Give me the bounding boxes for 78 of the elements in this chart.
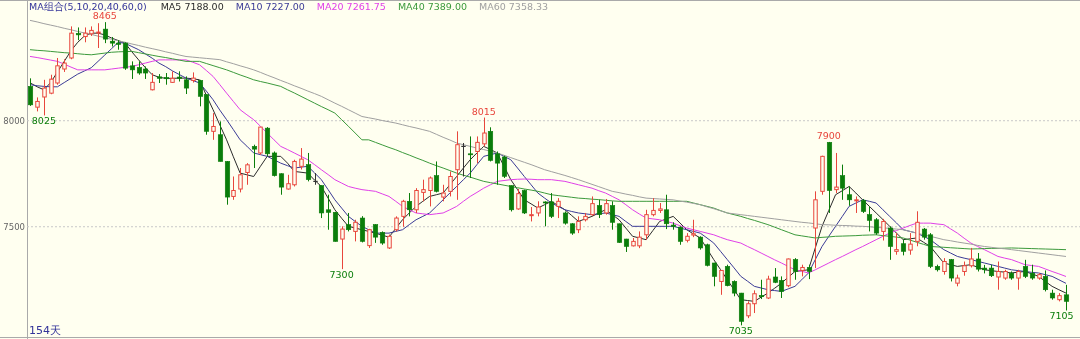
candlestick <box>590 195 595 217</box>
text: MA20 7261.75 <box>316 1 386 12</box>
candlestick <box>305 152 312 182</box>
candlestick <box>345 212 352 232</box>
annotation: 7900 <box>816 129 841 141</box>
candlestick <box>211 112 216 141</box>
candlestick <box>677 225 684 246</box>
candlestick <box>711 262 718 287</box>
annotation: 8015 <box>471 105 496 117</box>
candlestick <box>372 223 379 244</box>
candlestick <box>353 219 358 242</box>
candlestick <box>448 170 453 197</box>
annotation: 7300 <box>329 269 354 281</box>
candlestick <box>887 225 894 261</box>
candlestick <box>359 215 366 243</box>
candlestick <box>278 172 285 196</box>
candlestick <box>467 135 474 179</box>
candlestick <box>866 205 873 232</box>
candlestick <box>719 269 724 296</box>
candlestick <box>325 194 332 231</box>
candlestick <box>96 22 101 49</box>
candlestick <box>27 77 34 107</box>
candlestick <box>894 232 899 256</box>
candlestick <box>460 142 467 177</box>
candlestick <box>271 150 278 177</box>
legend-title: MA组合(5,10,20,40,60,0) <box>29 1 147 12</box>
candlestick <box>609 200 616 231</box>
annotation: 8465 <box>92 10 117 22</box>
candlestick <box>421 179 426 202</box>
candlestick <box>428 176 433 207</box>
text: MA60 7358.33 <box>478 1 549 12</box>
text: MA5 7188.00 <box>160 1 224 12</box>
y-tick-label: 7500 <box>3 222 25 233</box>
candlestick <box>596 199 603 219</box>
candlestick <box>406 192 413 217</box>
annotation: 7035 <box>728 325 753 337</box>
candlestick <box>651 197 656 217</box>
line-series <box>29 19 1067 257</box>
candlestick <box>482 117 487 147</box>
text: MA10 7227.00 <box>235 1 305 12</box>
candlestick <box>1042 269 1049 292</box>
candlestick <box>401 199 406 228</box>
candlestick <box>42 79 47 116</box>
candlestick <box>758 279 765 300</box>
y-tick-label: 8000 <box>3 116 25 127</box>
candlestick <box>516 188 521 211</box>
candlestick <box>494 150 501 186</box>
candlestick <box>312 172 319 186</box>
candlestick <box>908 232 913 256</box>
candlestick <box>251 144 258 169</box>
candlestick <box>881 218 886 242</box>
candlestick <box>556 197 561 219</box>
candlestick <box>238 167 243 193</box>
candlestick <box>102 21 109 44</box>
candlestick <box>915 210 920 247</box>
annotation: 7105 <box>1049 310 1074 322</box>
candlestick <box>644 209 649 241</box>
candlestick <box>846 185 853 207</box>
candlestick <box>299 147 304 170</box>
candlestick <box>1022 259 1029 279</box>
candlestick <box>663 194 670 230</box>
candlestick <box>1063 284 1070 311</box>
candlestick <box>996 261 1001 291</box>
annotation: 8025 <box>31 115 57 127</box>
candlestick <box>969 247 974 268</box>
candlestick <box>245 162 250 186</box>
candlestick <box>616 223 623 244</box>
annotation: 154天 <box>29 324 61 337</box>
text: MA40 7389.00 <box>397 1 467 12</box>
candlestick <box>792 257 799 281</box>
candlestick <box>475 135 480 164</box>
candlestick <box>231 176 236 201</box>
candlestick <box>834 152 839 194</box>
candlestick <box>433 160 440 193</box>
candlestick <box>1016 269 1021 291</box>
candlestick <box>839 164 846 201</box>
candlestick <box>340 225 345 270</box>
candlestick <box>414 187 419 214</box>
